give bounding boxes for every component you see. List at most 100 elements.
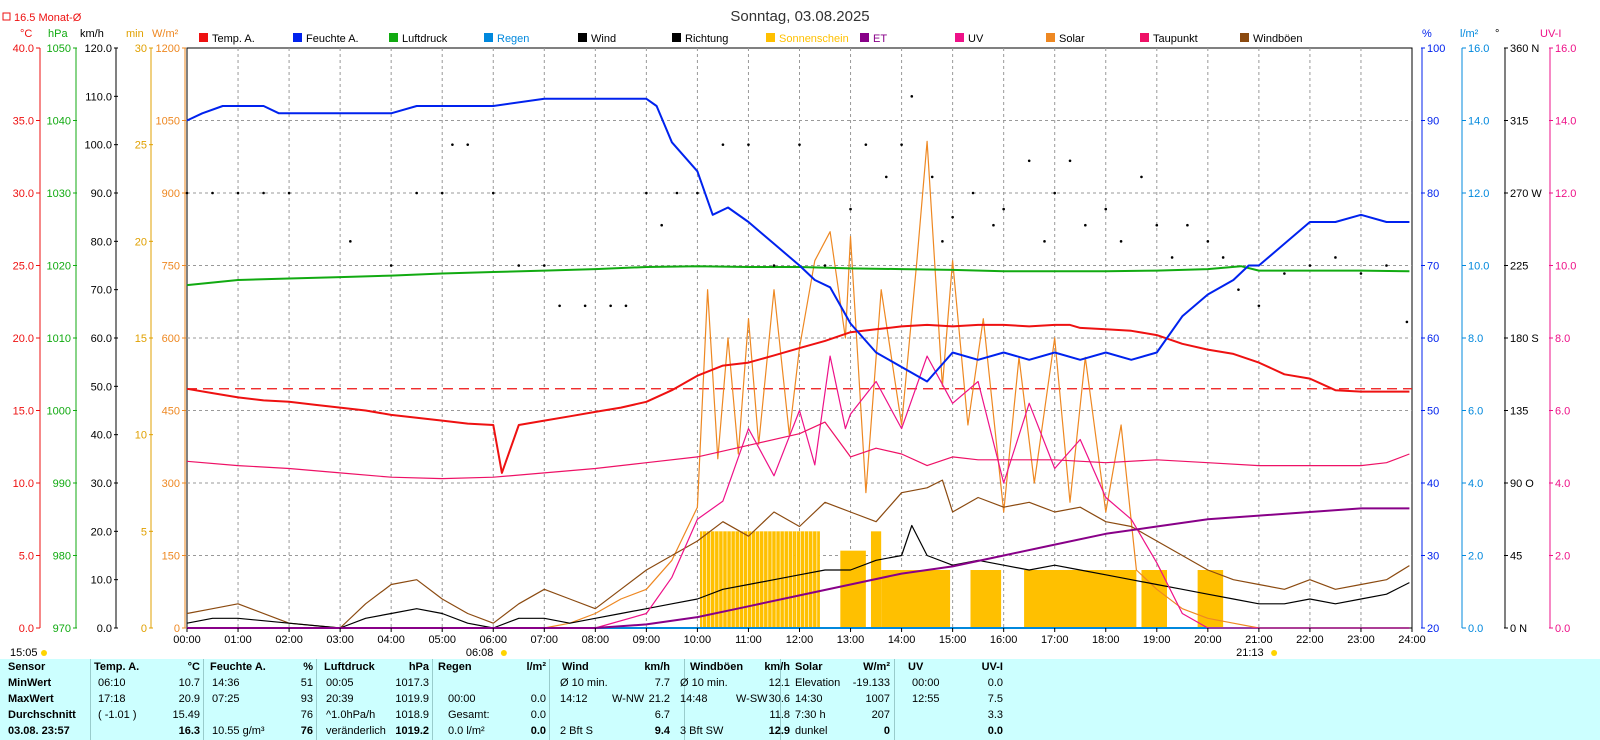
stats-cell: 10.55 g/m³ <box>212 725 265 737</box>
uvi-axis-label: 6.0 <box>1555 406 1570 418</box>
sunrise-label: 06:08 <box>466 647 494 658</box>
stats-cell: Gesamt: <box>448 709 490 721</box>
legend: Temp. A. Feuchte A. Luftdruck Regen Wind Rich… <box>199 33 1303 45</box>
deg-axis-label: 135 <box>1510 406 1528 418</box>
sonnenschein-bar <box>970 570 1002 628</box>
axis-unit-header: UV-I <box>1540 28 1561 40</box>
legend-label: UV <box>968 33 984 45</box>
stats-cell: veränderlich <box>326 725 386 737</box>
richtung-point <box>1237 288 1240 291</box>
stats-cell: W-NW <box>612 693 645 705</box>
deg-axis-label: 180 S <box>1510 333 1539 345</box>
legend-swatch <box>484 33 493 42</box>
hpa-axis-label: 970 <box>53 623 71 635</box>
hpa-axis-label: 1000 <box>47 406 71 418</box>
pct-axis-label: 100 <box>1427 43 1445 55</box>
wm2-axis-label: 600 <box>162 333 180 345</box>
legend-swatch <box>293 33 302 42</box>
deg-axis-label: 360 N <box>1510 43 1539 55</box>
kmh-axis-label: 20.0 <box>91 526 112 538</box>
kmh-axis-label: 110.0 <box>85 91 112 103</box>
legend-swatch <box>1046 33 1055 42</box>
stats-cell: 00:00 <box>912 677 940 689</box>
pct-axis-label: 30 <box>1427 551 1439 563</box>
stats-row-label: MinWert <box>8 677 52 689</box>
series-windböen <box>186 479 1410 629</box>
x-axis-label: 24:00 <box>1398 634 1426 646</box>
richtung-point <box>491 191 495 195</box>
richtung-point <box>696 191 699 195</box>
sonnenschein-bar <box>794 531 820 628</box>
x-axis-label: 22:00 <box>1296 634 1324 646</box>
richtung-point <box>1186 223 1189 227</box>
richtung-point <box>971 191 975 195</box>
uvi-axis-label: 16.0 <box>1555 43 1576 55</box>
pct-axis-label: 90 <box>1427 116 1439 128</box>
series-solar <box>187 140 1410 629</box>
stats-cell: 3 Bft SW <box>680 725 724 737</box>
stats-value: 10.7 <box>178 677 200 689</box>
stats-cell: 14:12 <box>560 693 588 705</box>
legend-label: Richtung <box>685 33 728 45</box>
lm2-axis-label: 8.0 <box>1468 333 1483 345</box>
grid <box>186 47 1413 629</box>
richtung-point <box>451 143 454 146</box>
kmh-axis-label: 120.0 <box>84 43 112 55</box>
stats-value: 93 <box>300 693 313 705</box>
x-axis-label: 14:00 <box>888 634 916 646</box>
deg-axis-label: 225 <box>1510 261 1528 273</box>
sonnenschein-bar <box>1141 570 1167 628</box>
min-axis-label: 30 <box>135 43 147 55</box>
richtung-point <box>941 240 944 243</box>
richtung-point <box>542 264 546 267</box>
richtung-point <box>910 95 914 98</box>
richtung-point <box>1104 207 1108 211</box>
stats-header: Feuchte A. <box>210 661 266 673</box>
temp-axis-label: 0.0 <box>19 623 34 635</box>
monat-marker <box>2 12 11 21</box>
stats-cell: 07:25 <box>212 693 240 705</box>
deg-axis-label: 45 <box>1510 551 1522 563</box>
wm2-axis-label: 900 <box>162 188 180 200</box>
x-axis-label: 13:00 <box>837 634 865 646</box>
x-axis-label: 10:00 <box>684 634 712 646</box>
kmh-axis-label: 60.0 <box>91 333 112 345</box>
stats-value: -19.133 <box>852 677 890 689</box>
x-axis-label: 21:00 <box>1245 634 1273 646</box>
temp-axis-label: 20.0 <box>13 333 34 345</box>
stats-cell: 14:48 <box>680 693 708 705</box>
richtung-point <box>1119 240 1123 243</box>
stats-cell: 20:39 <box>326 693 354 705</box>
stats-separator <box>780 659 781 740</box>
axis-unit-header: °C <box>20 28 32 40</box>
deg-axis-label: 0 N <box>1510 623 1527 635</box>
stats-value: 3.3 <box>987 709 1003 721</box>
series-feuchte-a- <box>186 97 1410 383</box>
richtung-point <box>415 191 418 195</box>
hpa-axis-label: 1030 <box>47 188 71 200</box>
stats-value: 7.5 <box>987 693 1003 705</box>
x-axis: 00:00 01:00 02:00 03:00 04:00 05:00 06:00 07:00… <box>10 628 1426 658</box>
min-axis-label: 25 <box>135 140 147 152</box>
stats-header: km/h <box>644 661 670 673</box>
stats-table: Sensor Temp. A. °C Feuchte A.% Luftdruck hPa R… <box>0 659 1600 740</box>
wm2-axis-label: 450 <box>162 406 180 418</box>
x-axis-label: 12:00 <box>786 634 814 646</box>
x-axis-label: 00:00 <box>173 634 201 646</box>
wm2-axis-label: 1050 <box>156 116 180 128</box>
stats-separator <box>432 659 433 740</box>
stats-value: 15.49 <box>172 709 200 721</box>
series-taupunkt <box>186 421 1410 480</box>
legend-swatch <box>672 33 681 42</box>
richtung-point <box>992 223 995 227</box>
min-axis-label: 15 <box>135 333 147 345</box>
lm2-axis-label: 12.0 <box>1468 188 1489 200</box>
legend-label: Solar <box>1059 33 1085 45</box>
uvi-axis-label: 4.0 <box>1555 478 1570 490</box>
axis-unit-header: W/m² <box>152 28 179 40</box>
stats-separator <box>549 659 550 740</box>
axis-unit-header: l/m² <box>1460 28 1479 40</box>
lm2-axis-label: 6.0 <box>1468 406 1483 418</box>
richtung-point <box>721 143 725 146</box>
legend-swatch <box>1240 33 1249 42</box>
